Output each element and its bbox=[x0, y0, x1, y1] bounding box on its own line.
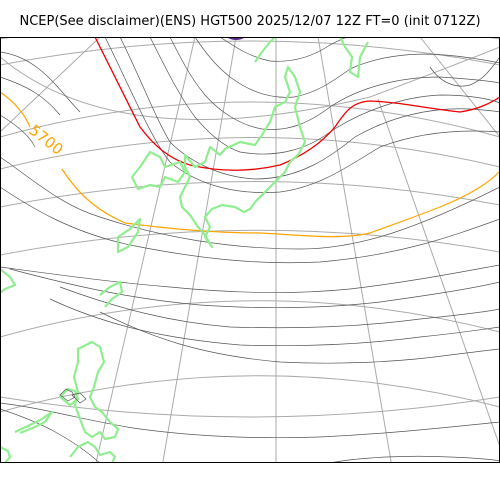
map-title: NCEP(See disclaimer)(ENS) HGT500 2025/12… bbox=[19, 14, 481, 29]
contour-label-5700: 5700 bbox=[26, 121, 67, 159]
height-contours bbox=[0, 37, 500, 463]
graticule bbox=[0, 37, 500, 463]
coastlines bbox=[0, 37, 369, 463]
height-map: 5700 bbox=[0, 37, 500, 463]
contour-5700 bbox=[0, 91, 500, 238]
